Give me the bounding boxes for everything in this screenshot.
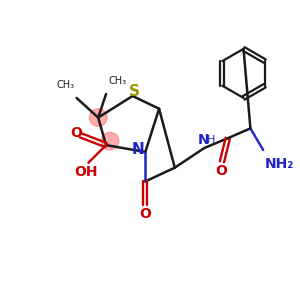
Text: OH: OH [75, 165, 98, 178]
Text: O: O [71, 126, 82, 140]
Text: NH₂: NH₂ [265, 157, 294, 171]
Text: N: N [197, 133, 209, 147]
Text: O: O [215, 164, 227, 178]
Circle shape [101, 132, 119, 150]
Circle shape [89, 109, 107, 126]
Text: S: S [129, 84, 140, 99]
Text: N: N [132, 142, 145, 158]
Text: CH₃: CH₃ [108, 76, 126, 86]
Text: H: H [207, 135, 215, 145]
Text: O: O [140, 207, 151, 221]
Text: CH₃: CH₃ [56, 80, 75, 90]
